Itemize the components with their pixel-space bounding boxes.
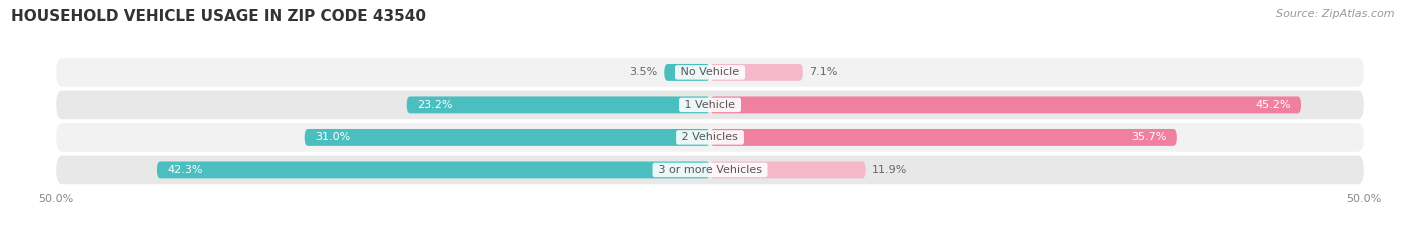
Text: 23.2%: 23.2%	[418, 100, 453, 110]
Text: No Vehicle: No Vehicle	[678, 67, 742, 77]
Text: 35.7%: 35.7%	[1130, 132, 1167, 142]
FancyBboxPatch shape	[56, 156, 1364, 184]
Text: 3 or more Vehicles: 3 or more Vehicles	[655, 165, 765, 175]
FancyBboxPatch shape	[157, 161, 710, 178]
FancyBboxPatch shape	[710, 161, 866, 178]
FancyBboxPatch shape	[710, 64, 803, 81]
FancyBboxPatch shape	[305, 129, 710, 146]
Text: Source: ZipAtlas.com: Source: ZipAtlas.com	[1277, 9, 1395, 19]
Text: 42.3%: 42.3%	[167, 165, 202, 175]
FancyBboxPatch shape	[664, 64, 710, 81]
Text: 7.1%: 7.1%	[810, 67, 838, 77]
Text: 3.5%: 3.5%	[630, 67, 658, 77]
FancyBboxPatch shape	[56, 58, 1364, 87]
FancyBboxPatch shape	[406, 96, 710, 113]
Text: 11.9%: 11.9%	[872, 165, 907, 175]
Text: 31.0%: 31.0%	[315, 132, 350, 142]
Text: 45.2%: 45.2%	[1256, 100, 1291, 110]
FancyBboxPatch shape	[710, 129, 1177, 146]
FancyBboxPatch shape	[56, 123, 1364, 152]
Text: 1 Vehicle: 1 Vehicle	[682, 100, 738, 110]
Text: HOUSEHOLD VEHICLE USAGE IN ZIP CODE 43540: HOUSEHOLD VEHICLE USAGE IN ZIP CODE 4354…	[11, 9, 426, 24]
Text: 2 Vehicles: 2 Vehicles	[678, 132, 742, 142]
FancyBboxPatch shape	[56, 91, 1364, 119]
FancyBboxPatch shape	[710, 96, 1301, 113]
